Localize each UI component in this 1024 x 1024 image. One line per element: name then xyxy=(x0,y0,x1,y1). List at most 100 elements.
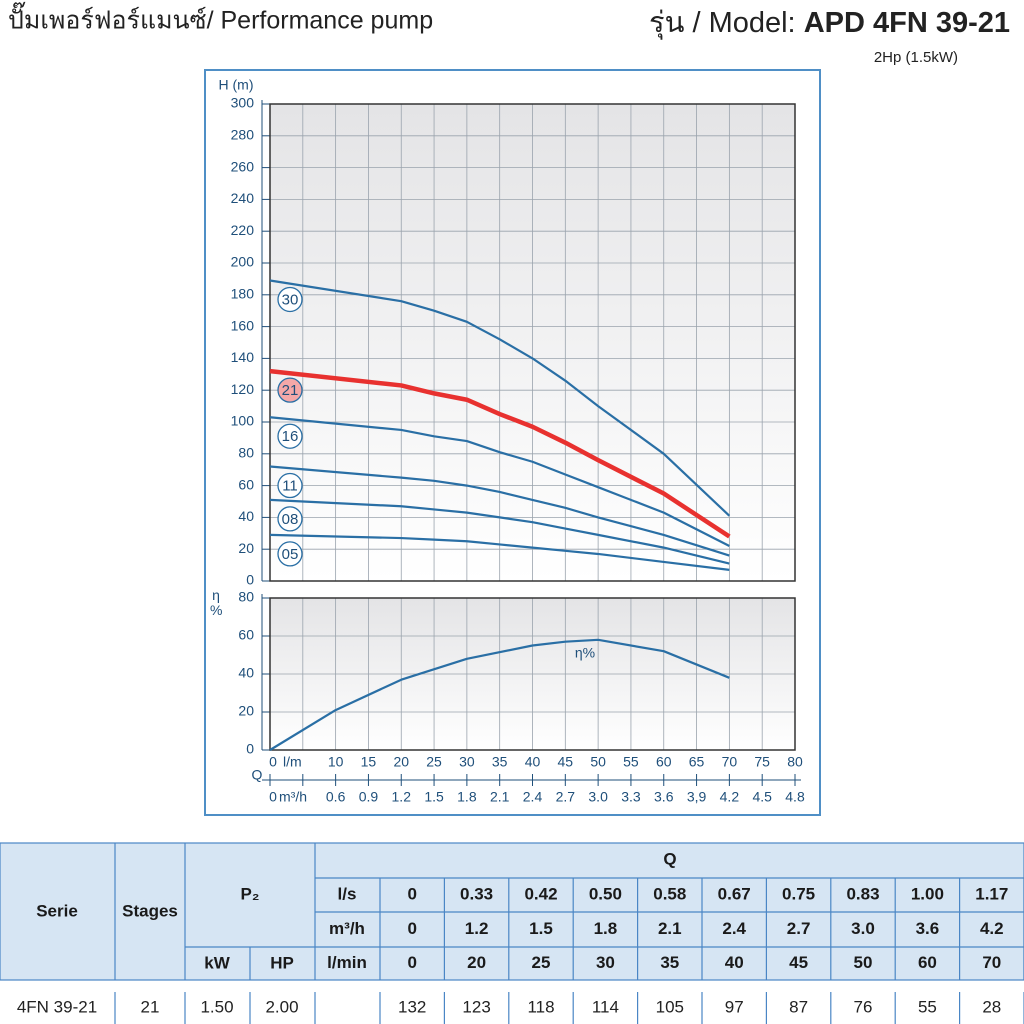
column-header: kW xyxy=(204,953,230,972)
y-tick-label: 160 xyxy=(231,317,255,333)
flow-value: 0 xyxy=(407,953,416,972)
flow-value: 1.2 xyxy=(465,919,489,938)
y-tick-label: 80 xyxy=(238,589,254,605)
x2-tick-label: 1.5 xyxy=(424,789,444,805)
curve-label: η% xyxy=(575,645,595,661)
column-header: Serie xyxy=(36,901,78,920)
curve-tag-label: 11 xyxy=(282,477,298,494)
cell: 123 xyxy=(462,997,490,1016)
curve-tag xyxy=(277,286,303,313)
x2-unit: m³/h xyxy=(279,789,307,805)
y-tick-label: 20 xyxy=(238,703,254,719)
flow-value: 3.6 xyxy=(916,919,940,938)
column-header: HP xyxy=(270,953,294,972)
cell: 55 xyxy=(918,997,937,1016)
flow-value: 3.0 xyxy=(851,919,875,938)
curve xyxy=(269,279,731,517)
plot-border xyxy=(269,103,796,582)
y-axis-label-box: η % xyxy=(210,588,223,618)
cell: 118 xyxy=(527,997,554,1016)
flow-unit: l/s xyxy=(338,884,357,903)
curve xyxy=(269,465,730,557)
x2-tick-label: 4.5 xyxy=(752,789,772,805)
y-tick-label: 280 xyxy=(231,127,255,143)
x2-tick-label: 1.2 xyxy=(392,789,412,805)
flow-value: 0.75 xyxy=(782,884,815,903)
x2-tick-label: 3.6 xyxy=(654,789,674,805)
cell: 87 xyxy=(789,997,808,1016)
y-tick-label: 200 xyxy=(231,254,255,270)
cell: 97 xyxy=(725,997,744,1016)
x-tick-label: 50 xyxy=(590,754,606,770)
plot-border xyxy=(269,597,796,751)
y-tick-label: 300 xyxy=(231,95,255,111)
x2-tick-label: 3.0 xyxy=(588,789,608,805)
curve xyxy=(269,498,730,565)
flow-value: 0.67 xyxy=(718,884,751,903)
curve-tag-label: 05 xyxy=(282,546,299,563)
curve-tag xyxy=(277,423,303,449)
y-tick-label: 0 xyxy=(246,741,254,757)
flow-value: 45 xyxy=(789,953,808,972)
x2-tick-label: 1.8 xyxy=(457,789,477,805)
x2-tick-label: 4.8 xyxy=(785,789,805,805)
flow-value: 40 xyxy=(725,953,744,972)
flow-value: 0 xyxy=(407,884,416,903)
y-tick-label: 240 xyxy=(231,190,255,206)
curve xyxy=(269,533,730,571)
x2-tick-label: 0.9 xyxy=(359,789,379,805)
x-tick-label: 45 xyxy=(558,754,574,770)
y-tick-label: 260 xyxy=(231,158,255,174)
cell: 1.50 xyxy=(200,997,233,1016)
cell: 105 xyxy=(656,997,684,1016)
x-tick-label: 0 xyxy=(269,754,277,770)
y-tick-label: 20 xyxy=(238,540,254,556)
y-tick-label: 180 xyxy=(231,286,255,302)
flow-value: 20 xyxy=(467,953,486,972)
flow-value: 50 xyxy=(854,953,873,972)
cell: 28 xyxy=(982,997,1001,1016)
x2-tick-label: 3,9 xyxy=(687,789,707,805)
flow-value: 0.50 xyxy=(589,884,622,903)
flow-value: 1.5 xyxy=(529,919,553,938)
column-header: P₂ xyxy=(241,884,260,903)
flow-value: 2.1 xyxy=(658,919,682,938)
cell: 2.00 xyxy=(265,997,298,1016)
flow-value: 1.17 xyxy=(975,884,1008,903)
flow-value: 35 xyxy=(660,953,679,972)
cell: 4FN 39-21 xyxy=(17,997,97,1016)
x-tick-label: 70 xyxy=(722,754,738,770)
x-tick-label: 20 xyxy=(393,754,409,770)
flow-value: 4.2 xyxy=(980,919,1004,938)
y-axis-label: H (m) xyxy=(219,77,254,93)
y-tick-label: 100 xyxy=(231,413,255,429)
flow-value: 0 xyxy=(407,919,416,938)
page-title: ปั๊มเพอร์ฟอร์แมนซ์/ Performance pump xyxy=(8,2,433,35)
y-tick-label: 80 xyxy=(238,445,254,461)
curve-tag xyxy=(277,472,303,499)
x-tick-label: 35 xyxy=(492,754,508,770)
x-unit: l/m xyxy=(283,754,302,770)
flow-unit: m³/h xyxy=(329,919,365,938)
x-tick-label: 65 xyxy=(689,754,705,770)
column-header: Stages xyxy=(122,901,178,920)
curve-tag-label: 30 xyxy=(282,291,299,308)
flow-value: 0.58 xyxy=(653,884,686,903)
x-tick-label: 60 xyxy=(656,754,672,770)
flow-value: 25 xyxy=(532,953,551,972)
x2-tick-label: 3.3 xyxy=(621,789,641,805)
y-axis-label: η % xyxy=(210,588,223,618)
x-tick-label: 30 xyxy=(459,754,475,770)
curve xyxy=(269,416,730,548)
x-tick-label: 80 xyxy=(787,754,803,770)
x2-tick-label: 2.1 xyxy=(490,789,510,805)
flow-value: 60 xyxy=(918,953,937,972)
curve-tag-label: 21 xyxy=(282,382,299,399)
x-tick-label: 15 xyxy=(361,754,377,770)
flow-value: 0.42 xyxy=(524,884,557,903)
y-tick-label: 0 xyxy=(246,572,254,588)
x-tick-label: 10 xyxy=(328,754,344,770)
curve xyxy=(269,368,731,539)
column-header: Q xyxy=(663,849,676,868)
flow-value: 1.00 xyxy=(911,884,944,903)
